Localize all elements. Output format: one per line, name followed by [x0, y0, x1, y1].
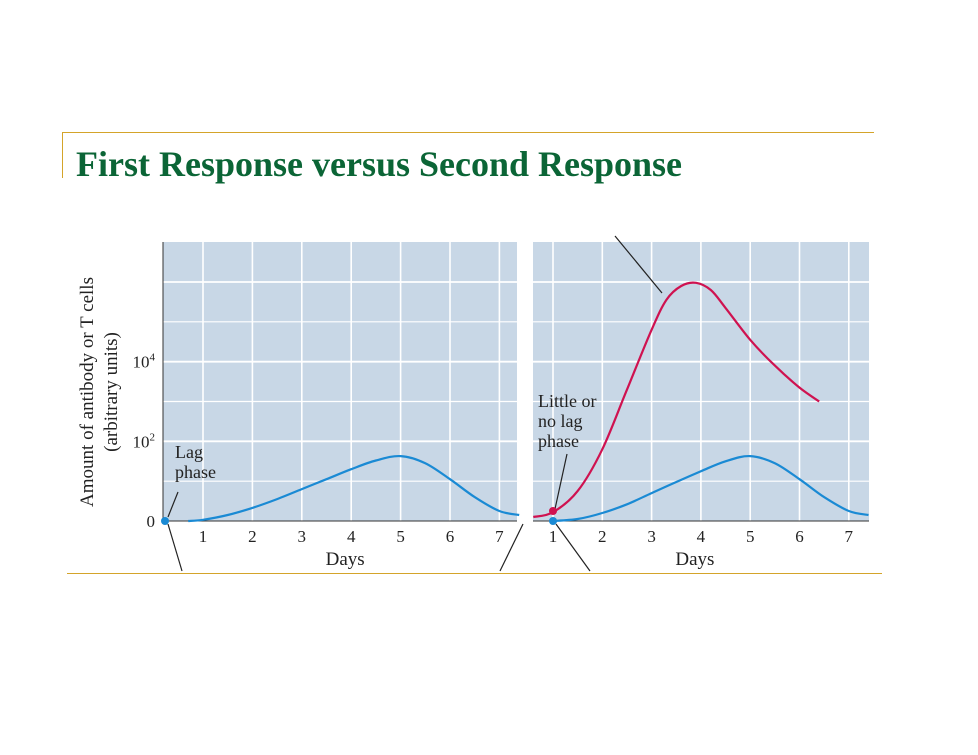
annotation-lag-line: Lag: [175, 442, 203, 462]
plot-area: [163, 242, 517, 521]
x-tick-label: 5: [746, 527, 755, 546]
y-tick-base: 10: [133, 353, 150, 372]
y-tick-base: 0: [147, 512, 156, 531]
y-tick-label: 0: [147, 512, 156, 531]
annotation-pointer: [554, 453, 568, 510]
x-tick-label: 1: [549, 527, 558, 546]
annotation-lag-line: phase: [175, 462, 216, 482]
y-axis-subtitle: (arbitrary units): [101, 332, 122, 452]
bottom-rule: [67, 573, 882, 574]
slide-title: First Response versus Second Response: [76, 144, 683, 184]
x-tick-label: 3: [298, 527, 307, 546]
connector-line: [167, 523, 183, 572]
annotation-no-lag-line: no lag: [538, 411, 583, 431]
x-tick-label: 6: [446, 527, 455, 546]
primary-start-dot: [549, 517, 557, 525]
connector-line: [614, 235, 663, 294]
x-tick-label: 2: [248, 527, 257, 546]
y-tick-exponent: 4: [150, 352, 156, 364]
x-tick-label: 7: [495, 527, 504, 546]
x-tick-label: 4: [347, 527, 356, 546]
x-tick-label: 6: [795, 527, 804, 546]
top-rule: [62, 132, 874, 133]
x-axis-label: Days: [326, 549, 365, 570]
annotation-no-lag-line: phase: [538, 431, 579, 451]
x-tick-label: 4: [697, 527, 706, 546]
y-tick-label: 102: [133, 431, 156, 451]
secondary-response-curve: [533, 281, 820, 519]
y-axis-title: Amount of antibody or T cells: [77, 277, 98, 507]
primary-response-curve: [552, 454, 869, 523]
secondary-start-dot: [549, 507, 557, 515]
y-tick-base: 10: [133, 432, 150, 451]
y-tick-label: 104: [133, 352, 156, 372]
annotation-pointer: [167, 491, 179, 518]
x-tick-label: 7: [845, 527, 854, 546]
annotation-no-lag-line: Little or: [538, 391, 596, 411]
x-tick-label: 2: [598, 527, 607, 546]
primary-start-dot: [161, 517, 169, 525]
x-tick-label: 1: [199, 527, 208, 546]
y-tick-exponent: 2: [150, 431, 156, 443]
connector-line: [555, 523, 591, 572]
x-tick-label: 5: [396, 527, 405, 546]
x-tick-label: 3: [647, 527, 656, 546]
left-rule: [62, 132, 63, 178]
connector-line: [499, 523, 524, 572]
x-axis-label: Days: [675, 549, 714, 570]
primary-response-curve: [188, 454, 520, 523]
